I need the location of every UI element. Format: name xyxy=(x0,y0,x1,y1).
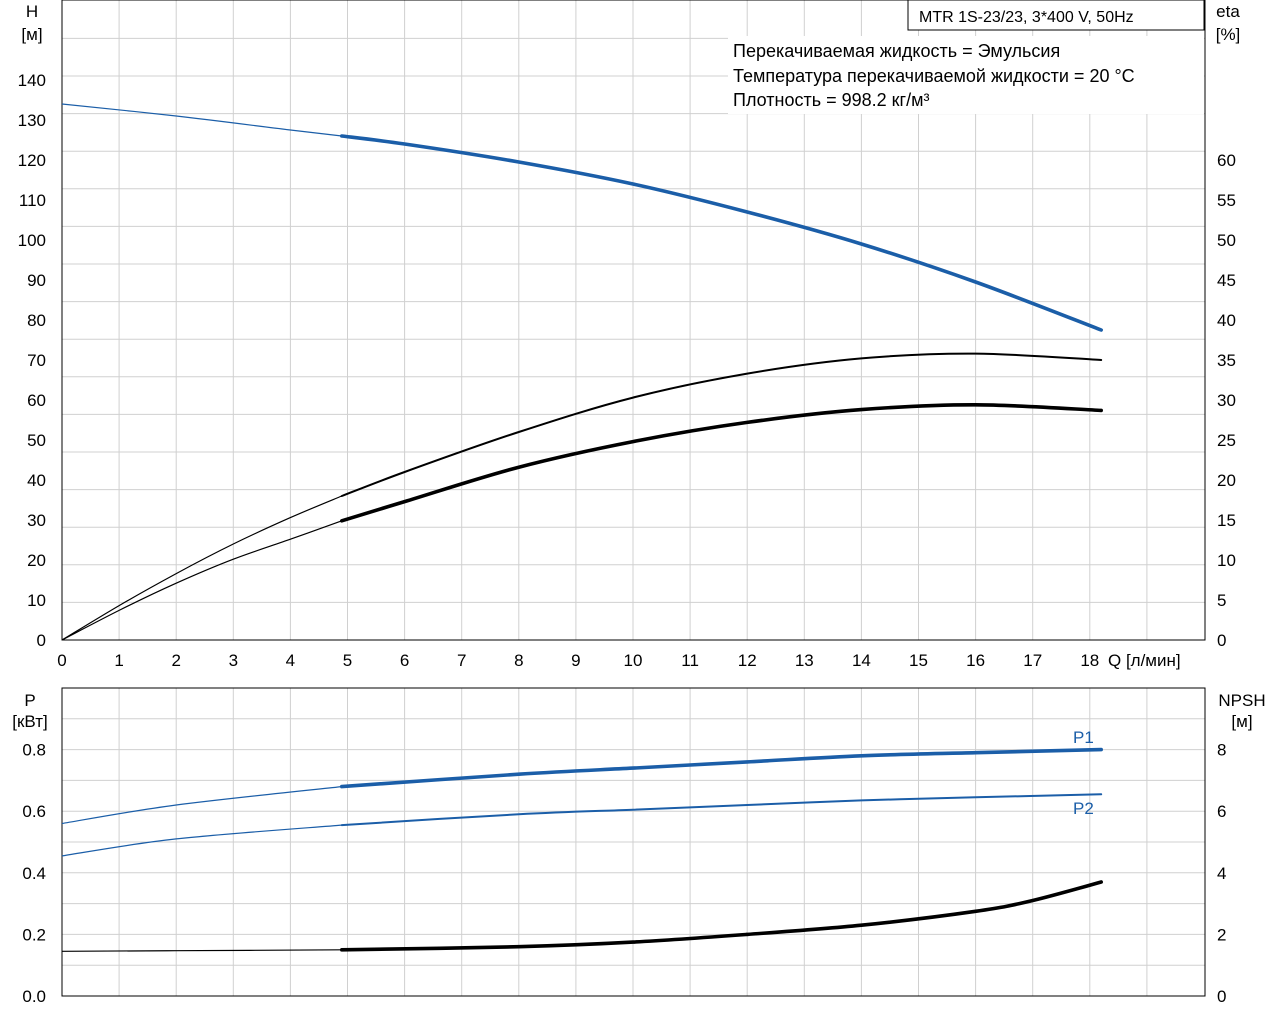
x-tick-label: 4 xyxy=(286,651,295,670)
series-label-p1: P1 xyxy=(1073,728,1094,747)
upper-chart-series-2-thin xyxy=(61,520,343,641)
upper-chart-series-0-thick xyxy=(340,134,1103,332)
y-right-tick-label: 4 xyxy=(1217,864,1226,883)
y-left-tick-label: 60 xyxy=(27,391,46,410)
y-right-tick-label: 25 xyxy=(1217,431,1236,450)
fluid-info-line-2: Температура перекачиваемой жидкости = 20… xyxy=(733,66,1135,86)
y-left-tick-label: 50 xyxy=(27,431,46,450)
y-left-tick-label: 110 xyxy=(19,191,46,210)
y-right-tick-label: 50 xyxy=(1217,231,1236,250)
y-right-tick-label: 5 xyxy=(1217,591,1226,610)
y-right-tick-label: 8 xyxy=(1217,741,1226,760)
series-label-p2: P2 xyxy=(1073,799,1094,818)
lower-chart-series-2-thick xyxy=(340,880,1103,952)
y-left-tick-label: 80 xyxy=(27,311,46,330)
y-left-tick-label: 0.6 xyxy=(22,802,46,821)
y-right-tick-label: 20 xyxy=(1217,471,1236,490)
lower-left-axis-label-2: [кВт] xyxy=(12,712,47,731)
fluid-info-box xyxy=(728,36,1204,114)
y-left-tick-label: 0 xyxy=(37,631,46,650)
y-left-tick-label: 30 xyxy=(27,511,46,530)
x-axis-label: Q [л/мин] xyxy=(1108,651,1181,670)
upper-right-axis-label-2: [%] xyxy=(1216,25,1241,44)
y-right-tick-label: 30 xyxy=(1217,391,1236,410)
title-box xyxy=(907,0,1205,31)
x-tick-label: 17 xyxy=(1023,651,1042,670)
chart-title: MTR 1S-23/23, 3*400 V, 50Hz xyxy=(919,9,1134,26)
lower-chart-grid xyxy=(62,688,1205,996)
y-left-tick-label: 10 xyxy=(27,591,46,610)
x-tick-label: 13 xyxy=(795,651,814,670)
upper-chart-series-1-thin xyxy=(61,495,343,641)
lower-chart-series-0-thick xyxy=(340,747,1103,789)
x-tick-label: 12 xyxy=(738,651,757,670)
upper-left-axis-label-1: H xyxy=(26,2,38,21)
lower-chart-series-1-thick xyxy=(340,793,1103,827)
y-left-tick-label: 120 xyxy=(18,151,46,170)
y-left-tick-label: 130 xyxy=(18,111,46,130)
y-right-tick-label: 0 xyxy=(1217,631,1226,650)
y-left-tick-label: 0.2 xyxy=(22,925,46,944)
lower-chart-frame xyxy=(61,687,1206,997)
upper-chart-series-0-thin xyxy=(61,103,342,137)
y-left-tick-label: 0.8 xyxy=(22,741,46,760)
x-tick-label: 6 xyxy=(400,651,409,670)
y-left-tick-label: 0.0 xyxy=(22,987,46,1006)
lower-right-axis-label-1: NPSH xyxy=(1218,691,1265,710)
y-left-tick-label: 140 xyxy=(18,71,46,90)
y-right-tick-label: 15 xyxy=(1217,511,1236,530)
x-tick-label: 5 xyxy=(343,651,352,670)
y-right-tick-label: 60 xyxy=(1217,151,1236,170)
y-right-tick-label: 35 xyxy=(1217,351,1236,370)
y-left-tick-label: 90 xyxy=(27,271,46,290)
fluid-info-line-3: Плотность = 998.2 кг/м³ xyxy=(733,90,929,110)
x-tick-label: 3 xyxy=(229,651,238,670)
upper-chart-series-2-thick xyxy=(340,402,1103,523)
x-tick-label: 7 xyxy=(457,651,466,670)
x-tick-label: 0 xyxy=(57,651,66,670)
x-tick-label: 9 xyxy=(571,651,580,670)
x-tick-label: 1 xyxy=(114,651,123,670)
y-right-tick-label: 2 xyxy=(1217,925,1226,944)
x-tick-label: 10 xyxy=(624,651,643,670)
y-right-tick-label: 55 xyxy=(1217,191,1236,210)
y-left-tick-label: 0.4 xyxy=(22,864,46,883)
tick-labels: 0102030405060708090100110120130140051015… xyxy=(18,71,1236,1006)
y-right-tick-label: 10 xyxy=(1217,551,1236,570)
lower-right-axis-label-2: [м] xyxy=(1231,712,1252,731)
x-tick-label: 14 xyxy=(852,651,871,670)
lower-left-axis-label-1: P xyxy=(24,691,35,710)
y-left-tick-label: 20 xyxy=(27,551,46,570)
x-tick-label: 2 xyxy=(171,651,180,670)
x-tick-label: 15 xyxy=(909,651,928,670)
curves xyxy=(61,103,1103,952)
y-left-tick-label: 70 xyxy=(27,351,46,370)
upper-chart-frame xyxy=(61,0,1206,641)
lower-chart-series-2-thin xyxy=(61,949,342,952)
x-tick-label: 18 xyxy=(1080,651,1099,670)
upper-left-axis-label-2: [м] xyxy=(21,25,42,44)
y-right-tick-label: 40 xyxy=(1217,311,1236,330)
lower-chart-series-1-thin xyxy=(61,824,342,857)
x-tick-label: 16 xyxy=(966,651,985,670)
y-right-tick-label: 45 xyxy=(1217,271,1236,290)
x-tick-label: 8 xyxy=(514,651,523,670)
x-tick-label: 11 xyxy=(681,651,699,670)
y-left-tick-label: 40 xyxy=(27,471,46,490)
lower-chart-series-0-thin xyxy=(61,786,342,825)
upper-chart-series-1-thick xyxy=(340,352,1103,497)
fluid-info-line-1: Перекачиваемая жидкость = Эмульсия xyxy=(733,41,1060,61)
y-right-tick-label: 6 xyxy=(1217,802,1226,821)
y-left-tick-label: 100 xyxy=(18,231,46,250)
upper-right-axis-label-1: eta xyxy=(1216,2,1240,21)
y-right-tick-label: 0 xyxy=(1217,987,1226,1006)
